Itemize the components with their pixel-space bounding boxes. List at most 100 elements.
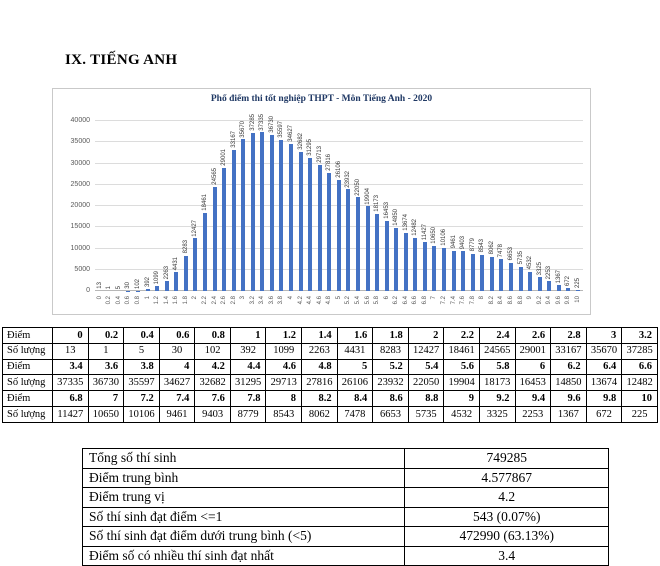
- count-cell: 8283: [373, 343, 409, 359]
- summary-label: Điểm trung bình: [83, 468, 405, 488]
- score-cell: 8.4: [337, 391, 373, 407]
- bar-slot: 14850: [391, 121, 401, 291]
- count-cell: 4431: [337, 343, 373, 359]
- bar: [260, 132, 264, 291]
- bar-value-label: 13: [97, 282, 103, 289]
- count-cell: 2263: [302, 343, 338, 359]
- x-tick-label: 0: [97, 296, 103, 299]
- x-tick-label: 9: [527, 296, 533, 299]
- x-tick-slot: 2.2: [200, 294, 210, 313]
- bar: [222, 168, 226, 291]
- bar-slot: 102: [133, 121, 143, 291]
- x-tick-label: 1.2: [154, 296, 160, 304]
- score-cell: 6: [515, 359, 551, 375]
- count-cell: 26106: [337, 375, 373, 391]
- summary-label: Điểm trung vị: [83, 488, 405, 508]
- x-tick-slot: 5.6: [363, 294, 373, 313]
- score-cell: 0: [53, 328, 89, 344]
- bar-slot: 29001: [219, 121, 229, 291]
- summary-value: 4.2: [405, 488, 609, 508]
- bar-value-label: 37335: [259, 114, 265, 131]
- bar: [528, 272, 532, 291]
- count-cell: 30: [159, 343, 195, 359]
- bar: [452, 251, 456, 291]
- count-cell: 31295: [230, 375, 266, 391]
- score-cell: 1.2: [266, 328, 302, 344]
- count-cell: 36730: [88, 375, 124, 391]
- bar-slot: 10106: [439, 121, 449, 291]
- bar: [308, 158, 312, 291]
- row-header: Số lượng: [3, 343, 53, 359]
- bar: [547, 281, 551, 291]
- y-tick-label: 5000: [53, 266, 90, 273]
- score-cell: 3: [586, 328, 622, 344]
- summary-value: 4.577867: [405, 468, 609, 488]
- y-tick-label: 30000: [53, 160, 90, 167]
- bar: [499, 259, 503, 291]
- x-tick-label: 8.2: [489, 296, 495, 304]
- bar-slot: 6653: [506, 121, 516, 291]
- x-tick-label: 10: [575, 296, 581, 303]
- bar-slot: 8779: [468, 121, 478, 291]
- x-tick-label: 1: [145, 296, 151, 299]
- x-tick-slot: 8.2: [487, 294, 497, 313]
- bar-value-label: 34627: [288, 125, 294, 142]
- count-cell: 29001: [515, 343, 551, 359]
- score-cell: 5: [337, 359, 373, 375]
- score-cell: 8.2: [302, 391, 338, 407]
- bar-slot: 1367: [554, 121, 564, 291]
- bar-value-label: 35670: [240, 121, 246, 138]
- count-cell: 4532: [444, 406, 480, 422]
- bar-value-label: 8062: [489, 241, 495, 254]
- count-cell: 1367: [551, 406, 587, 422]
- bar-value-label: 16453: [384, 202, 390, 219]
- score-cell: 7.6: [195, 391, 231, 407]
- count-cell: 16453: [515, 375, 551, 391]
- bar-value-label: 31295: [307, 139, 313, 156]
- bar: [394, 228, 398, 291]
- bar-value-label: 2253: [546, 266, 552, 279]
- bar-slot: 672: [564, 121, 574, 291]
- bar-slot: 8062: [487, 121, 497, 291]
- bar: [327, 173, 331, 291]
- x-tick-label: 3.2: [250, 296, 256, 304]
- bar: [413, 238, 417, 291]
- score-distribution-chart: Phổ điểm thi tốt nghiệp THPT - Môn Tiếng…: [52, 88, 591, 315]
- score-cell: 9.6: [551, 391, 587, 407]
- score-cell: 8.6: [373, 391, 409, 407]
- count-cell: 8779: [230, 406, 266, 422]
- x-tick-slot: 6: [382, 294, 392, 313]
- bar-slot: 34627: [286, 121, 296, 291]
- bar-value-label: 26106: [336, 161, 342, 178]
- bar-slot: 29713: [315, 121, 325, 291]
- x-tick-label: 3.6: [269, 296, 275, 304]
- bar-slot: 26106: [334, 121, 344, 291]
- count-cell: 5: [124, 343, 160, 359]
- score-cell: 7: [88, 391, 124, 407]
- bar-value-label: 8543: [479, 239, 485, 252]
- x-tick-label: 8.4: [498, 296, 504, 304]
- count-cell: 13674: [586, 375, 622, 391]
- bar-slot: 8283: [181, 121, 191, 291]
- score-cell: 0.6: [159, 328, 195, 344]
- x-tick-slot: 6.6: [411, 294, 421, 313]
- score-cell: 9: [444, 391, 480, 407]
- x-tick-slot: 9.8: [564, 294, 574, 313]
- x-tick-label: 6.4: [403, 296, 409, 304]
- x-tick-slot: 8.8: [516, 294, 526, 313]
- y-tick-label: 20000: [53, 202, 90, 209]
- count-cell: 13: [53, 343, 89, 359]
- bar-value-label: 33167: [231, 131, 237, 148]
- bar: [576, 290, 580, 291]
- bar: [566, 288, 570, 291]
- x-tick-slot: 5.2: [344, 294, 354, 313]
- bar-value-label: 8283: [183, 240, 189, 253]
- bar-slot: 22050: [353, 121, 363, 291]
- x-tick-slot: 8: [478, 294, 488, 313]
- x-tick-slot: 2.8: [229, 294, 239, 313]
- x-tick-label: 1.6: [173, 296, 179, 304]
